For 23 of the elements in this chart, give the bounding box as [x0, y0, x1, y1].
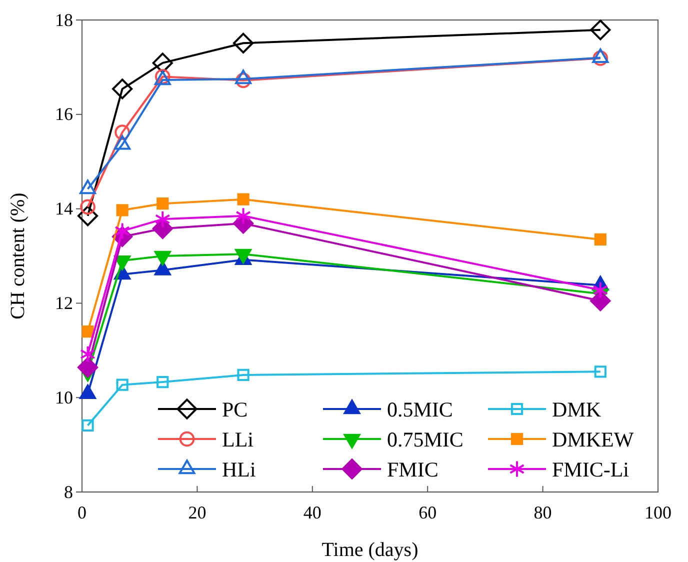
x-tick-label: 20	[188, 502, 206, 522]
y-tick-label: 12	[55, 292, 73, 313]
y-tick-label: 10	[55, 387, 73, 408]
x-tick-label: 40	[303, 502, 322, 522]
y-tick-label: 18	[55, 10, 73, 30]
legend-label: FMIC	[387, 457, 438, 482]
x-tick-label: 0	[78, 502, 86, 522]
x-tick-label: 100	[644, 502, 672, 522]
x-tick-label: 60	[418, 502, 437, 522]
legend-label: DMKEW	[552, 427, 634, 452]
x-tick-label: 80	[534, 502, 552, 522]
legend-label: FMIC-Li	[552, 457, 630, 482]
legend-label: DMK	[552, 397, 602, 422]
legend-label: LLi	[222, 427, 254, 452]
legend-label: 0.75MIC	[387, 427, 464, 452]
y-tick-label: 8	[64, 482, 73, 502]
y-axis-title: CH content (%)	[7, 192, 29, 320]
y-tick-label: 14	[55, 198, 73, 219]
legend-label: PC	[222, 397, 248, 422]
x-axis-title: Time (days)	[322, 539, 418, 561]
legend-label: HLi	[222, 457, 256, 482]
y-tick-label: 16	[55, 104, 73, 124]
legend-label: 0.5MIC	[387, 397, 453, 422]
